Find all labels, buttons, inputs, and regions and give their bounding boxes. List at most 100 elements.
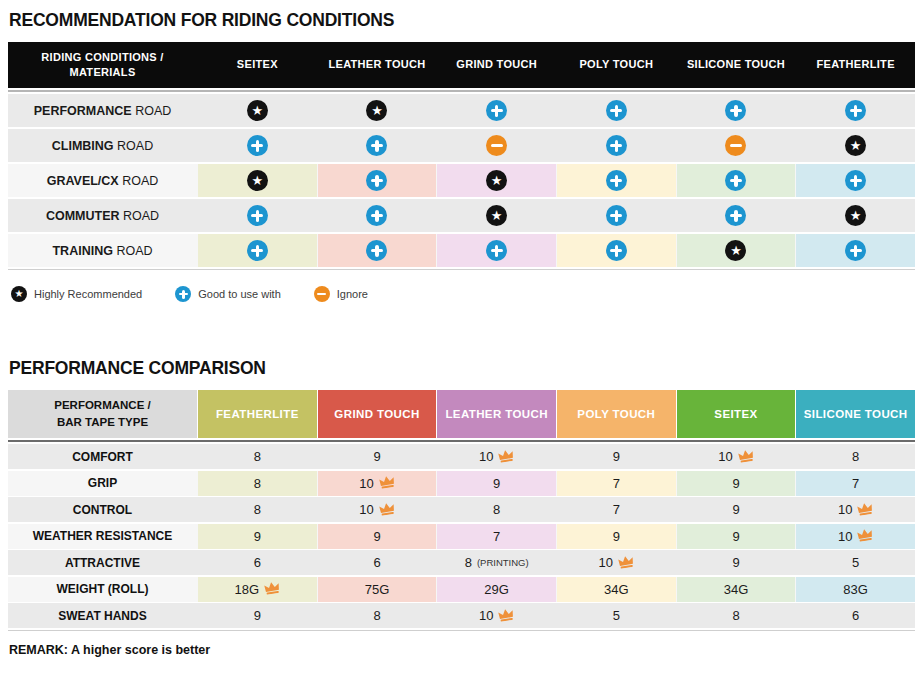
best-crown-icon [378,501,396,515]
score-value: 10 [718,449,732,464]
score-cell: 9 [318,524,437,549]
recommendation-cell [796,164,915,197]
highly-recommended-star-icon [11,286,27,302]
highly-recommended-star-icon [845,135,866,156]
column-header-leather-touch: LEATHER TOUCH [437,390,556,438]
row-label: WEIGHT (ROLL) [8,577,197,602]
header-divider [8,440,915,442]
score-value: 8 [373,608,380,623]
score-cell: 29G [437,577,556,602]
score-value: 10 [479,449,493,464]
recommendation-cell [198,199,317,232]
row-label: CONTROL [8,497,197,522]
column-header-grind-touch: GRIND TOUCH [318,390,437,438]
legend-label: Highly Recommended [34,288,142,300]
score-value: 75G [365,582,390,597]
remark-note: REMARK: A higher score is better [9,643,915,657]
row-label: WEATHER RESISTANCE [8,524,197,549]
score-cell: 7 [796,471,915,496]
column-header-silicone-touch: SILICONE TOUCH [796,390,915,438]
score-value: 9 [613,529,620,544]
good-to-use-plus-icon [845,100,866,121]
performance-row: WEATHER RESISTANCE9979910 [8,524,915,549]
score-cell: 7 [437,524,556,549]
score-cell: 9 [198,603,317,628]
good-to-use-plus-icon [606,240,627,261]
recommendation-row: TRAINING ROAD [8,234,915,267]
score-value: 29G [484,582,509,597]
score-value: 9 [254,529,261,544]
good-to-use-plus-icon [845,170,866,191]
score-cell: 9 [677,471,796,496]
performance-table-body: COMFORT89109108GRIP8109797CONTROL8108791… [8,444,915,628]
score-value: 34G [604,582,629,597]
column-header-silicone-touch: SILICONE TOUCH [677,42,796,88]
score-cell: 10 [677,444,796,469]
score-cell: 34G [557,577,676,602]
score-cell: 6 [796,603,915,628]
score-value: 10 [359,476,373,491]
recommendation-cell [677,129,796,162]
best-crown-icon [857,501,875,515]
recommendation-cell [557,234,676,267]
good-to-use-plus-icon [366,170,387,191]
highly-recommended-star-icon [247,100,268,121]
score-value: 6 [373,555,380,570]
score-cell: 8 [677,603,796,628]
score-value: 8 [732,608,739,623]
good-to-use-plus-icon [725,205,746,226]
legend-item-good-to-use-with: Good to use with [175,286,281,302]
recommendation-table-header: RIDING CONDITIONS / MATERIALS SEITEXLEAT… [8,42,915,88]
recommendation-cell [318,164,437,197]
score-cell: 9 [318,444,437,469]
row-label: GRAVEL/CX ROAD [8,164,197,197]
row-label-suffix: ROAD [132,104,172,118]
score-value: 9 [493,476,500,491]
highly-recommended-star-icon [845,205,866,226]
score-cell: 10 [437,603,556,628]
score-value: 8 [254,502,261,517]
good-to-use-plus-icon [247,205,268,226]
good-to-use-plus-icon [247,135,268,156]
score-value: 9 [613,449,620,464]
score-value: 8 [852,449,859,464]
good-to-use-plus-icon [606,170,627,191]
row-label: COMMUTER ROAD [8,199,197,232]
row-label-suffix: ROAD [120,209,160,223]
highly-recommended-star-icon [486,205,507,226]
score-cell: 5 [796,550,915,575]
score-cell: 5 [557,603,676,628]
column-header-poly-touch: POLY TOUCH [557,390,676,438]
recommendation-row: GRAVEL/CX ROAD [8,164,915,197]
row-label-suffix: ROAD [119,174,159,188]
score-value: 83G [843,582,868,597]
legend-item-highly-recommended: Highly Recommended [11,286,142,302]
row-label-bold: COMMUTER [46,209,120,223]
row-label: GRIP [8,471,197,496]
score-value: 10 [359,502,373,517]
recommendation-cell [318,234,437,267]
row-label-bold: PERFORMANCE [34,104,132,118]
best-crown-icon [617,554,635,568]
recommendation-cell [437,164,556,197]
legend: Highly RecommendedGood to use withIgnore [11,286,915,302]
score-value: 9 [373,529,380,544]
score-suffix: (PRINTING) [477,557,529,568]
score-cell: 9 [677,497,796,522]
score-value: 8 [254,449,261,464]
score-cell: 18G [198,577,317,602]
ignore-minus-icon [725,135,746,156]
recommendation-cell [198,129,317,162]
score-cell: 10 [557,550,676,575]
recommendation-cell [557,94,676,127]
score-value: 6 [852,608,859,623]
score-value: 9 [732,529,739,544]
row-label: PERFORMANCE ROAD [8,94,197,127]
score-cell: 8 [318,603,437,628]
performance-row: ATTRACTIVE668(PRINTING)1095 [8,550,915,575]
good-to-use-plus-icon [725,170,746,191]
performance-row: WEIGHT (ROLL)18G75G29G34G34G83G [8,577,915,602]
score-value: 10 [838,502,852,517]
ignore-minus-icon [486,135,507,156]
recommendation-cell [198,164,317,197]
